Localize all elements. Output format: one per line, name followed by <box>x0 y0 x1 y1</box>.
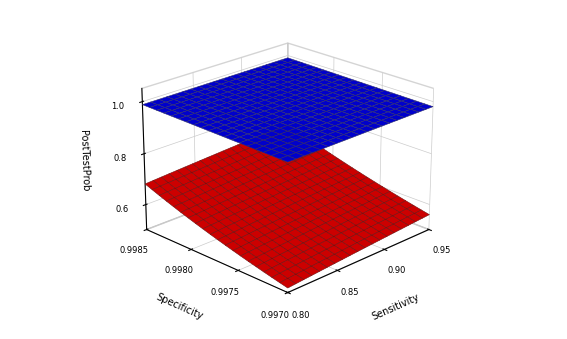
X-axis label: Sensitivity: Sensitivity <box>370 292 421 322</box>
Y-axis label: Specificity: Specificity <box>155 292 205 322</box>
